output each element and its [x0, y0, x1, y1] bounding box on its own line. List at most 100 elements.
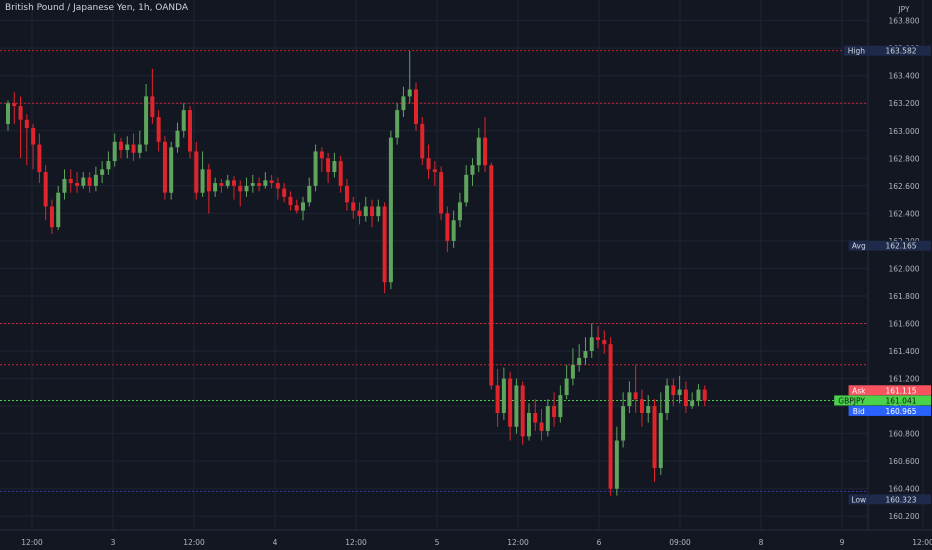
candle-body	[169, 147, 174, 193]
candle-body	[583, 351, 588, 358]
candle-body	[470, 165, 475, 175]
candle-body	[401, 96, 406, 111]
candle-body	[539, 422, 544, 431]
candle-body	[31, 128, 36, 145]
candle-body	[194, 151, 199, 193]
price-tag-value-bg	[871, 405, 931, 416]
price-tag-value: 163.582	[885, 47, 916, 56]
price-tag-label: Low	[851, 495, 866, 504]
candle-body	[24, 119, 29, 129]
candle-body	[489, 165, 494, 386]
candle-body	[457, 202, 462, 221]
candle-body	[43, 172, 48, 207]
price-tag-value: 161.115	[885, 386, 916, 395]
candle-body	[646, 406, 651, 413]
candlestick-series	[6, 50, 707, 496]
x-tick-label: 12:00	[21, 538, 43, 547]
candle-body	[106, 161, 111, 170]
candle-body	[577, 357, 582, 365]
candle-body	[439, 172, 444, 214]
candle-body	[351, 202, 356, 211]
candle-body	[200, 169, 205, 193]
candle-body	[388, 137, 393, 283]
price-tag-value-bg	[871, 395, 931, 406]
price-tag-label-bg	[848, 385, 871, 396]
y-tick-label: 160.800	[888, 430, 919, 439]
candle-body	[12, 103, 17, 106]
candle-body	[319, 151, 324, 159]
y-tick-label: 160.200	[888, 512, 919, 521]
candle-body	[483, 137, 488, 166]
candle-body	[162, 141, 167, 193]
x-tick-label: 4	[273, 538, 278, 547]
candle-body	[614, 440, 619, 489]
candle-body	[639, 399, 644, 413]
candle-body	[526, 412, 531, 437]
x-tick-label: 12:00	[345, 538, 367, 547]
candle-body	[633, 392, 638, 400]
x-tick-label: 3	[111, 538, 116, 547]
price-tag-label-bg	[848, 494, 871, 505]
candle-body	[564, 378, 569, 396]
price-tag-value-bg	[871, 240, 931, 251]
candle-body	[137, 144, 142, 153]
y-tick-label: 162.000	[888, 264, 919, 273]
candle-body	[257, 183, 262, 186]
candle-body	[131, 144, 136, 153]
price-tag-gbpjpy: GBPJPY 161.041	[834, 395, 931, 406]
candle-body	[627, 392, 632, 407]
y-tick-label: 161.200	[888, 375, 919, 384]
price-tag-label: High	[848, 47, 865, 56]
y-tick-label: 162.800	[888, 154, 919, 163]
candle-body	[357, 210, 362, 217]
y-tick-label: 160.400	[888, 485, 919, 494]
y-tick-label: 163.200	[888, 99, 919, 108]
price-tag-value-bg	[871, 385, 931, 396]
candle-body	[181, 110, 186, 131]
x-tick-label: 12:00	[507, 538, 529, 547]
y-tick-label: 161.800	[888, 292, 919, 301]
candle-body	[370, 206, 375, 217]
price-tag-value-bg	[871, 494, 931, 505]
candle-body	[288, 196, 293, 206]
candle-body	[338, 161, 343, 186]
x-tick-label: 9	[840, 538, 845, 547]
candle-body	[451, 220, 456, 241]
y-tick-label: 163.000	[888, 127, 919, 136]
candle-body	[420, 123, 425, 159]
candle-body	[37, 144, 42, 173]
y-tick-label: 163.800	[888, 17, 919, 26]
candle-body	[6, 103, 10, 124]
price-tag-value: 160.323	[885, 495, 916, 504]
price-tag-high: High 163.582	[843, 45, 931, 56]
candle-body	[294, 205, 299, 211]
candle-body	[144, 96, 149, 145]
candle-body	[514, 385, 519, 427]
candle-body	[683, 389, 688, 407]
y-tick-label: 163.400	[888, 72, 919, 81]
candle-body	[225, 180, 230, 186]
candle-body	[658, 412, 663, 469]
price-axis[interactable]: 160.200160.400160.600160.800161.000161.2…	[888, 17, 919, 522]
candle-body	[269, 180, 274, 184]
y-tick-label: 161.600	[888, 320, 919, 329]
candle-body	[395, 110, 400, 138]
candle-body	[596, 337, 601, 341]
candle-body	[426, 158, 431, 170]
price-tag-value: 161.041	[885, 396, 916, 405]
price-tag-low: Low 160.323	[848, 494, 931, 505]
candle-body	[407, 89, 412, 97]
candle-body	[552, 406, 557, 418]
time-axis[interactable]: 12:00 3 12:00 4 12:00 5 12:00 6 09:00 8 9 12:00	[21, 538, 932, 547]
candle-body	[219, 183, 224, 186]
candle-body	[313, 151, 318, 186]
candle-body	[150, 96, 155, 118]
candle-body	[696, 389, 701, 401]
x-tick-label: 6	[597, 538, 602, 547]
candle-body	[282, 188, 287, 197]
y-tick-label: 162.400	[888, 209, 919, 218]
price-tag-avg: Avg 162.165	[848, 240, 931, 251]
candle-body	[520, 385, 525, 437]
candle-body	[508, 378, 513, 427]
